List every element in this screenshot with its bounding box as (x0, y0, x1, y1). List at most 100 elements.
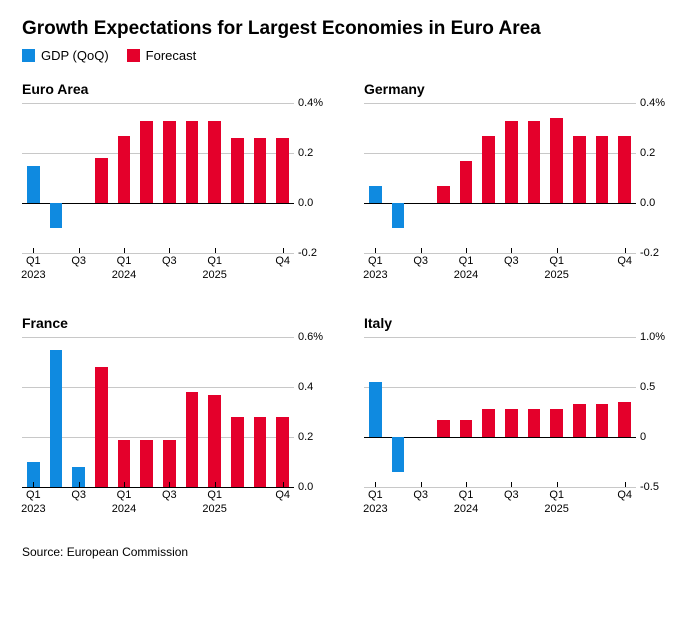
legend-item-forecast: Forecast (127, 48, 197, 63)
xtick-quarter: Q1 (207, 489, 222, 501)
xtick-mark (466, 482, 467, 487)
xtick-mark (283, 248, 284, 253)
bar (550, 118, 562, 203)
xtick-quarter: Q1 (549, 255, 564, 267)
xtick-quarter: Q3 (413, 255, 428, 267)
xtick-year: 2025 (202, 269, 226, 281)
legend: GDP (QoQ) Forecast (22, 48, 678, 63)
bar (618, 402, 630, 437)
bar (550, 409, 562, 437)
bar (163, 440, 175, 488)
bar (208, 395, 220, 488)
xtick-mark (79, 248, 80, 253)
panel-title: Germany (364, 81, 678, 97)
panel-title: Italy (364, 315, 678, 331)
chart-panel: Italy1.0%0.50-0.5Q1Q3Q1Q3Q1Q420232024202… (364, 315, 678, 517)
xtick-quarter: Q1 (207, 255, 222, 267)
bar (460, 420, 472, 437)
xtick-quarter: Q3 (504, 489, 519, 501)
ytick-label: -0.2 (298, 247, 317, 259)
plot-area (364, 337, 636, 487)
chart-title: Growth Expectations for Largest Economie… (22, 18, 678, 40)
bar (369, 382, 381, 437)
xtick-quarter: Q1 (368, 489, 383, 501)
xtick-quarter: Q3 (71, 255, 86, 267)
ytick-label: 0 (640, 431, 646, 443)
xtick-quarter: Q4 (275, 255, 290, 267)
xtick-year: 2023 (21, 503, 45, 515)
ytick-label: 0.4% (298, 97, 323, 109)
bar (254, 417, 266, 487)
x-axis: Q1Q3Q1Q3Q1Q4202320242025 (22, 487, 294, 517)
bar (27, 166, 39, 204)
charts-grid: Euro Area0.4%0.20.0-0.2Q1Q3Q1Q3Q1Q420232… (22, 81, 678, 517)
ytick-label: 0.0 (640, 197, 655, 209)
bar (50, 350, 62, 488)
plot-area (22, 337, 294, 487)
bar (186, 392, 198, 487)
xtick-mark (215, 482, 216, 487)
xtick-quarter: Q1 (117, 489, 132, 501)
bar (596, 404, 608, 437)
xtick-mark (169, 248, 170, 253)
xtick-quarter: Q4 (617, 489, 632, 501)
ytick-label: 0.0 (298, 481, 313, 493)
xtick-year: 2023 (363, 269, 387, 281)
chart-panel: France0.6%0.40.20.0Q1Q3Q1Q3Q1Q4202320242… (22, 315, 336, 517)
plot-row: 0.4%0.20.0-0.2 (364, 103, 678, 253)
xtick-quarter: Q1 (26, 255, 41, 267)
legend-swatch-forecast (127, 49, 140, 62)
xtick-mark (215, 248, 216, 253)
xtick-quarter: Q3 (71, 489, 86, 501)
legend-item-gdp: GDP (QoQ) (22, 48, 109, 63)
bar (254, 138, 266, 203)
bar (505, 121, 517, 204)
ytick-label: 0.6% (298, 331, 323, 343)
chart-panel: Germany0.4%0.20.0-0.2Q1Q3Q1Q3Q1Q42023202… (364, 81, 678, 283)
xtick-year: 2024 (112, 269, 136, 281)
chart-panel: Euro Area0.4%0.20.0-0.2Q1Q3Q1Q3Q1Q420232… (22, 81, 336, 283)
xtick-quarter: Q1 (117, 255, 132, 267)
bar (95, 367, 107, 487)
xtick-year: 2023 (21, 269, 45, 281)
plot-area (22, 103, 294, 253)
ytick-label: 0.2 (298, 431, 313, 443)
legend-label-forecast: Forecast (146, 48, 197, 63)
bar (505, 409, 517, 437)
xtick-mark (283, 482, 284, 487)
bars-layer (22, 103, 294, 253)
xtick-year: 2025 (202, 503, 226, 515)
bar (596, 136, 608, 204)
bar (186, 121, 198, 204)
xtick-year: 2024 (112, 503, 136, 515)
xtick-year: 2025 (544, 269, 568, 281)
plot-row: 0.4%0.20.0-0.2 (22, 103, 336, 253)
xtick-quarter: Q1 (549, 489, 564, 501)
bar (140, 121, 152, 204)
xtick-mark (421, 248, 422, 253)
y-axis: 0.4%0.20.0-0.2 (294, 103, 336, 253)
xtick-quarter: Q1 (459, 489, 474, 501)
bar (231, 138, 243, 203)
y-axis: 1.0%0.50-0.5 (636, 337, 678, 487)
xtick-quarter: Q3 (413, 489, 428, 501)
bar (392, 203, 404, 228)
bar (95, 158, 107, 203)
bar (460, 161, 472, 204)
xtick-mark (557, 482, 558, 487)
plot-row: 0.6%0.40.20.0 (22, 337, 336, 487)
ytick-label: 0.4 (298, 381, 313, 393)
plot-area (364, 103, 636, 253)
ytick-label: -0.5 (640, 481, 659, 493)
bar (573, 136, 585, 204)
xtick-quarter: Q1 (368, 255, 383, 267)
legend-swatch-gdp (22, 49, 35, 62)
plot-row: 1.0%0.50-0.5 (364, 337, 678, 487)
xtick-year: 2023 (363, 503, 387, 515)
xtick-quarter: Q1 (459, 255, 474, 267)
y-axis: 0.6%0.40.20.0 (294, 337, 336, 487)
bar (482, 136, 494, 204)
xtick-mark (33, 482, 34, 487)
xtick-mark (124, 482, 125, 487)
bar (437, 420, 449, 437)
